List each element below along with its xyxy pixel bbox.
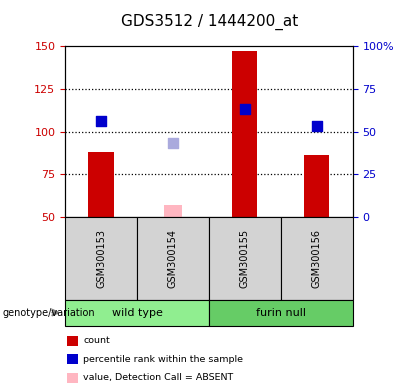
Bar xyxy=(89,152,114,217)
Text: count: count xyxy=(83,336,110,346)
Point xyxy=(170,141,176,147)
Text: GSM300154: GSM300154 xyxy=(168,229,178,288)
Bar xyxy=(163,205,182,217)
Text: GSM300155: GSM300155 xyxy=(240,229,250,288)
Text: wild type: wild type xyxy=(112,308,163,318)
Point xyxy=(241,106,248,113)
Text: furin null: furin null xyxy=(256,308,306,318)
Text: GDS3512 / 1444200_at: GDS3512 / 1444200_at xyxy=(121,13,299,30)
Text: GSM300153: GSM300153 xyxy=(96,229,106,288)
Text: percentile rank within the sample: percentile rank within the sample xyxy=(83,355,243,364)
Point xyxy=(313,123,320,129)
Text: genotype/variation: genotype/variation xyxy=(2,308,95,318)
Text: GSM300156: GSM300156 xyxy=(312,229,322,288)
Point xyxy=(98,118,105,124)
Bar xyxy=(232,51,257,217)
Bar xyxy=(304,156,329,217)
Text: value, Detection Call = ABSENT: value, Detection Call = ABSENT xyxy=(83,373,234,382)
